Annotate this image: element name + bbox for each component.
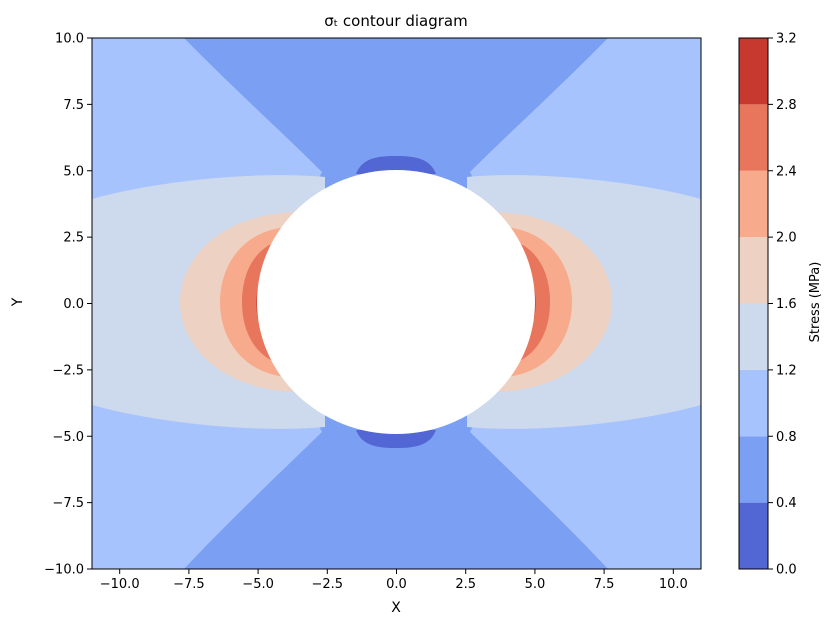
y-tick-label: 7.5 bbox=[63, 98, 84, 113]
y-tick-label: 5.0 bbox=[63, 164, 84, 179]
colorbar: 0.0 0.4 0.8 1.2 1.6 2.0 2.4 2.8 3.2 bbox=[738, 32, 797, 578]
colorbar-segment bbox=[739, 104, 768, 171]
x-tick-label: −7.5 bbox=[173, 577, 205, 592]
colorbar-segment bbox=[739, 436, 768, 503]
y-axis-label: Y bbox=[10, 297, 26, 307]
y-tick-label: −2.5 bbox=[52, 363, 84, 378]
y-tick-label: −10.0 bbox=[44, 563, 84, 578]
y-tick-label: −5.0 bbox=[52, 430, 84, 445]
colorbar-segment bbox=[739, 369, 768, 437]
y-tick-label: −7.5 bbox=[52, 496, 84, 511]
colorbar-segment bbox=[739, 170, 768, 238]
contour-band-0.0-0.4-bottom bbox=[356, 430, 436, 448]
x-tick-label: 7.5 bbox=[594, 577, 615, 592]
x-tick-label: −2.5 bbox=[312, 577, 344, 592]
colorbar-tick-label: 1.6 bbox=[776, 297, 797, 312]
x-tick-label: 10.0 bbox=[659, 577, 688, 592]
colorbar-tick-label: 1.2 bbox=[776, 363, 797, 378]
x-tick-label: 2.5 bbox=[455, 577, 476, 592]
colorbar-tick-label: 0.4 bbox=[776, 496, 797, 511]
hole-circle bbox=[257, 170, 535, 434]
colorbar-tick-label: 2.4 bbox=[776, 164, 797, 179]
y-axis: −10.0 −7.5 −5.0 −2.5 0.0 2.5 5.0 7.5 10.0 bbox=[44, 32, 92, 578]
x-axis-label: X bbox=[391, 600, 401, 616]
contour-band-0.0-0.4-top bbox=[356, 156, 436, 174]
x-tick-label: −10.0 bbox=[100, 577, 140, 592]
x-axis: −10.0 −7.5 −5.0 −2.5 0.0 2.5 5.0 7.5 10.0 bbox=[100, 569, 688, 592]
colorbar-tick-label: 2.0 bbox=[776, 231, 797, 246]
colorbar-segment bbox=[739, 237, 768, 304]
colorbar-tick-label: 0.0 bbox=[776, 563, 797, 578]
colorbar-tick-label: 0.8 bbox=[776, 430, 797, 445]
colorbar-tick-label: 3.2 bbox=[776, 32, 797, 47]
x-tick-label: 5.0 bbox=[525, 577, 546, 592]
y-tick-label: 2.5 bbox=[63, 231, 84, 246]
chart-title: σₜ contour diagram bbox=[324, 12, 468, 30]
colorbar-segment bbox=[739, 38, 768, 105]
x-tick-label: 0.0 bbox=[386, 577, 407, 592]
colorbar-label: Stress (MPa) bbox=[808, 262, 823, 343]
x-tick-label: −5.0 bbox=[242, 577, 274, 592]
y-tick-label: 0.0 bbox=[63, 297, 84, 312]
colorbar-segment bbox=[739, 303, 768, 370]
contour-plot-area bbox=[92, 38, 701, 569]
y-tick-label: 10.0 bbox=[55, 32, 84, 47]
colorbar-segment bbox=[739, 502, 768, 569]
colorbar-tick-label: 2.8 bbox=[776, 98, 797, 113]
